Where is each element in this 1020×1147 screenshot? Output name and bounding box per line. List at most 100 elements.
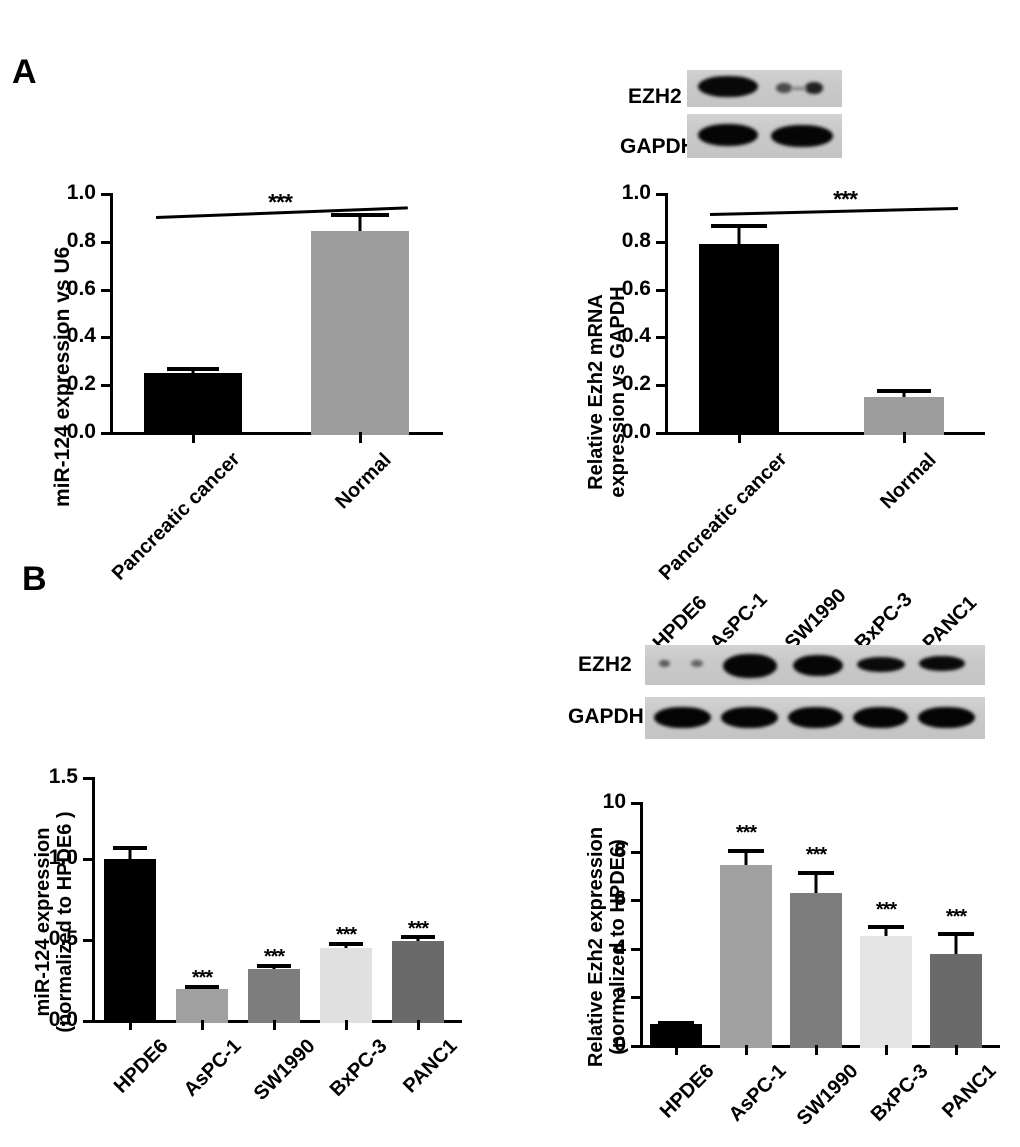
- band-ezh2-normal-smear: [790, 87, 808, 90]
- chart-a-left-ytick-0.4: [101, 336, 110, 340]
- chart-b-right-y-axis: [640, 802, 643, 1048]
- chart-b-right-plot: 10 8 6 4 2 0: [603, 790, 1001, 1130]
- bar-aspc1-ezh2: [720, 864, 772, 1048]
- blot-row-label-gapdh-b: GAPDH: [568, 705, 644, 728]
- stars-bxpc3-ezh2: ***: [875, 899, 897, 921]
- chart-a-right-plot: 1.0 0.8 0.6 0.4 0.2 0.0 *** Pancreatic c…: [622, 181, 985, 585]
- chart-b-left-xtick-1: [201, 1020, 204, 1030]
- errorbar-normal: [311, 212, 409, 231]
- stars-aspc1-ezh2: ***: [735, 822, 757, 844]
- stars-aspc1-mir124: ***: [191, 967, 213, 989]
- chart-b-left-xlabel-2: SW1990: [249, 1035, 320, 1105]
- errorbar-bxpc3-mir124: [320, 941, 372, 948]
- chart-b-left-yticklabel-0.5: 0.5: [48, 927, 78, 950]
- blot-strip-gapdh-panel-b: [645, 697, 985, 739]
- chart-b-left-yticklabel-0.0: 0.0: [48, 1008, 78, 1031]
- bar-hpde6-mir124: [104, 859, 156, 1023]
- stars-sw1990-mir124: ***: [263, 946, 285, 968]
- chart-a-left-xlabel-1: Normal: [331, 449, 396, 514]
- chart-a-right-ytick-0.0: [656, 432, 665, 435]
- chart-b-right-ytick-10: [631, 802, 640, 805]
- stars-sw1990-ezh2: ***: [805, 844, 827, 866]
- errorbar-hpde6-ezh2: [650, 1020, 702, 1025]
- panel-letter-b: B: [22, 560, 47, 598]
- chart-b-right-xtick-4: [955, 1045, 958, 1055]
- chart-b-left-ytick-0.5: [83, 939, 92, 942]
- panel-letter-a: A: [12, 53, 37, 91]
- bar-aspc1-mir124: [176, 989, 228, 1023]
- chart-a-right-xlabel-1: Normal: [876, 449, 941, 514]
- bar-panc1-mir124: [392, 941, 444, 1023]
- chart-b-right-ytick-8: [631, 850, 640, 854]
- chart-b-right-yticklabel-10: 10: [602, 790, 626, 813]
- chart-a-right-ytick-1.0: [656, 193, 665, 196]
- bar-bxpc3-ezh2: [860, 936, 912, 1048]
- chart-b-left-xtick-0: [129, 1020, 132, 1030]
- band-gapdh-sw1990: [788, 707, 843, 728]
- chart-a-right-ytick-0.2: [656, 384, 665, 388]
- chart-a-left-yticklabel-0.8: 0.8: [66, 228, 96, 252]
- bar-panc1-ezh2: [930, 954, 982, 1048]
- chart-b-left-ytick-0.0: [83, 1020, 92, 1023]
- chart-a-right: Relative Ezh2 mRNA expression vs GAPDH 1…: [530, 180, 1020, 585]
- band-ezh2-panc1: [919, 656, 965, 671]
- chart-b-right-xtick-3: [885, 1045, 888, 1055]
- errorbar-bxpc3-ezh2: [860, 925, 912, 937]
- band-ezh2-normal-a: [776, 83, 792, 93]
- chart-b-left-xtick-3: [345, 1020, 348, 1030]
- blot-strip-ezh2-panel-b: [645, 645, 985, 685]
- band-gapdh-normal: [771, 125, 833, 147]
- chart-b-left-ylabel: miR-124 expression (normalized to HPDE6 …: [32, 802, 76, 1042]
- chart-b-left-xtick-2: [273, 1020, 276, 1030]
- chart-a-right-xtick-1: [903, 432, 906, 443]
- errorbar-pancreatic-cancer: [144, 366, 242, 373]
- chart-a-left-ytick-0.8: [101, 240, 110, 244]
- chart-b-right-xtick-0: [675, 1045, 678, 1055]
- chart-a-right-yticklabel-1.0: 1.0: [621, 181, 651, 204]
- chart-b-left-xlabel-1: AsPC-1: [179, 1035, 246, 1101]
- bar-sw1990-ezh2: [790, 892, 842, 1048]
- chart-b-right-yticklabel-0: 0: [614, 1033, 626, 1056]
- chart-b-left-yticklabel-1.0: 1.0: [48, 846, 78, 869]
- errorbar-normal-ezh2: [864, 388, 944, 397]
- band-ezh2-bxpc3: [857, 657, 905, 672]
- chart-b-right-yticklabel-8: 8: [614, 838, 626, 862]
- blot-row-label-ezh2-b: EZH2: [578, 653, 632, 676]
- chart-b-right-yticklabel-2: 2: [614, 984, 626, 1008]
- chart-a-right-yticklabel-0.0: 0.0: [621, 420, 651, 443]
- chart-b-left-plot: 1.5 1.0 0.5 0.0: [49, 765, 462, 1105]
- chart-a-left-yticklabel-0.0: 0.0: [66, 420, 96, 443]
- chart-a-left-ytick-0.2: [101, 384, 110, 388]
- bar-hpde6-ezh2: [650, 1023, 702, 1048]
- band-ezh2-aspc1: [723, 654, 777, 678]
- chart-a-right-ytick-0.4: [656, 336, 665, 340]
- chart-a-right-xtick-0: [738, 432, 741, 443]
- chart-a-left-yticklabel-0.4: 0.4: [66, 324, 96, 348]
- significance-stars-a-right: ***: [833, 186, 858, 212]
- blot-strip-ezh2-panel-a: [687, 70, 842, 107]
- chart-a-left-x-axis: [110, 432, 443, 435]
- band-gapdh-aspc1: [721, 707, 778, 728]
- band-ezh2-hpde6-a: [659, 660, 670, 667]
- stars-panc1-ezh2: ***: [945, 906, 967, 928]
- chart-a-right-yticklabel-0.6: 0.6: [621, 276, 651, 300]
- chart-b-right-xlabel-1: AsPC-1: [724, 1060, 791, 1126]
- chart-a-left-yticklabel-1.0: 1.0: [66, 181, 96, 204]
- chart-b-right-xtick-1: [745, 1045, 748, 1055]
- errorbar-sw1990-ezh2: [790, 870, 842, 893]
- chart-a-left-ytick-0.6: [101, 288, 110, 292]
- errorbar-aspc1-ezh2: [720, 848, 772, 865]
- chart-a-left-y-axis: [110, 193, 113, 435]
- bar-pancreatic-cancer: [144, 372, 242, 435]
- chart-a-right-yticklabel-0.8: 0.8: [621, 228, 651, 252]
- chart-b-left-ytick-1.5: [83, 777, 92, 780]
- chart-b-left-y-axis: [92, 777, 95, 1023]
- chart-a-left: miR-124 expression vs U6 1.0 0.8 0.6 0.4…: [0, 180, 470, 585]
- chart-b-right-xtick-2: [815, 1045, 818, 1055]
- panel-b-western-blot: HPDE6 AsPC-1 SW1990 BxPC-3 PANC1 EZH2 GA…: [560, 560, 1020, 760]
- band-gapdh-tumor: [698, 124, 758, 146]
- blot-row-label-gapdh: GAPDH: [620, 135, 696, 158]
- bar-normal: [311, 230, 409, 435]
- figure-canvas: A B Tumor Normal EZH2 GAPDH miR-124 expr…: [0, 53, 1020, 1130]
- chart-b-left-xlabel-0: HPDE6: [109, 1035, 173, 1098]
